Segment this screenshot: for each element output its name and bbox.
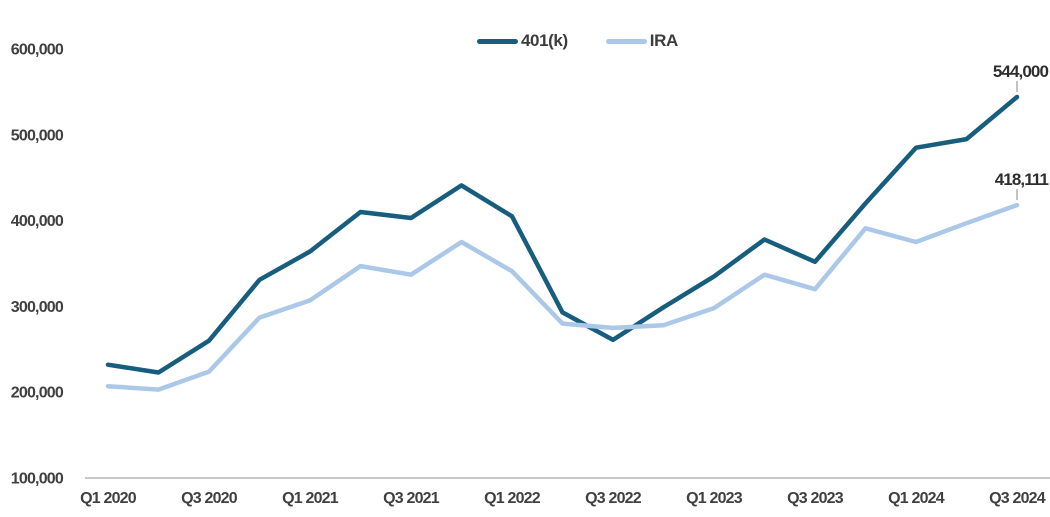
x-axis-tick-label: Q1 2024	[888, 490, 945, 507]
x-axis-tick-label: Q3 2024	[989, 490, 1046, 507]
x-axis-tick-label: Q3 2022	[585, 490, 642, 507]
x-axis-tick-label: Q1 2020	[80, 490, 137, 507]
series-line-401k	[105, 94, 1020, 375]
x-axis-tick-label: Q3 2020	[181, 490, 238, 507]
series-line-ira	[105, 202, 1020, 392]
legend-item-401k: 401(k)	[477, 31, 568, 51]
x-axis-tick-label: Q3 2023	[787, 490, 844, 507]
y-axis-tick-label: 400,000	[11, 213, 64, 230]
legend-label-401k: 401(k)	[521, 31, 568, 50]
legend-item-ira: IRA	[605, 31, 678, 51]
y-axis-tick-label: 300,000	[11, 299, 64, 316]
y-axis-tick-label: 600,000	[11, 42, 64, 59]
y-axis-tick-label: 500,000	[11, 127, 64, 144]
x-axis-tick-label: Q3 2021	[383, 490, 440, 507]
y-axis-tick-label: 100,000	[11, 471, 64, 488]
legend-label-ira: IRA	[649, 31, 678, 50]
x-axis-tick-label: Q1 2021	[282, 490, 339, 507]
401k-line-swatch-icon	[477, 38, 518, 44]
ira-end-value-label: 418,111	[995, 170, 1049, 189]
x-axis-tick-label: Q1 2022	[484, 490, 541, 507]
y-axis-tick-label: 200,000	[11, 385, 64, 402]
chart-legend: 401(k) IRA	[477, 31, 678, 51]
401k-end-value-label: 544,000	[993, 62, 1049, 81]
x-axis-tick-label: Q1 2023	[686, 490, 743, 507]
ira-line-swatch-icon	[605, 38, 647, 44]
